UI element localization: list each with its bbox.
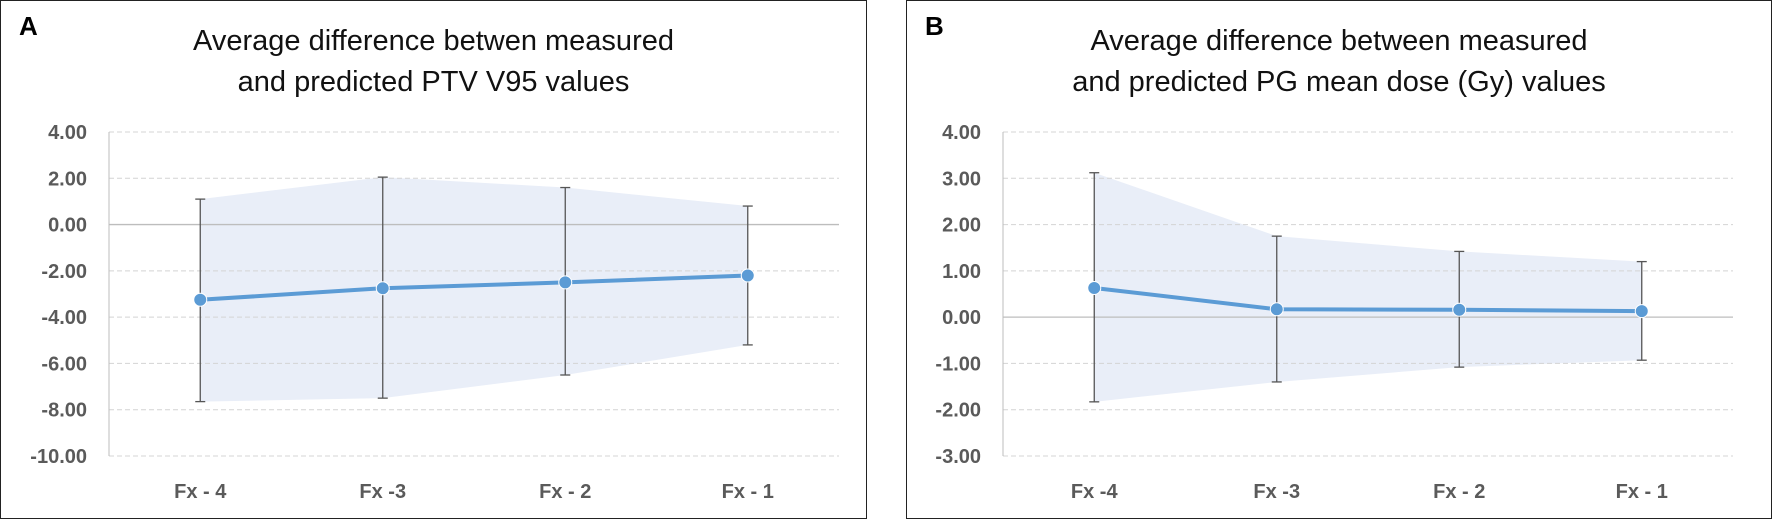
y-tick-label: -10.00 — [30, 446, 87, 468]
y-tick-label: -2.00 — [41, 261, 87, 283]
data-point — [1269, 302, 1284, 317]
panel-b: B Average difference between measured an… — [906, 0, 1772, 519]
x-tick-label: Fx - 2 — [1433, 481, 1485, 503]
error-band — [200, 177, 748, 402]
y-tick-label: -8.00 — [41, 400, 87, 422]
panel-letter: B — [925, 11, 944, 41]
series-line — [1094, 285, 1642, 314]
chart-title-line-1: Average difference between measured — [1090, 25, 1588, 57]
data-point — [558, 275, 573, 290]
y-tick-label: 0.00 — [48, 215, 87, 237]
x-tick-label: Fx -4 — [1071, 481, 1119, 503]
data-point — [740, 268, 755, 283]
data-point — [1087, 280, 1102, 295]
x-tick-label: Fx - 4 — [174, 481, 227, 503]
y-tick-label: 3.00 — [942, 168, 981, 190]
x-tick-label: Fx - 1 — [722, 481, 774, 503]
data-point — [1452, 302, 1467, 317]
chart-title: Average difference between measured and … — [907, 21, 1771, 103]
data-point — [375, 281, 390, 296]
y-tick-label: 0.00 — [942, 307, 981, 329]
chart-a-plot: 4.00 2.00 0.00 -2.00 -4.00 -6.00 -8.00 -10.00 Fx… — [30, 122, 839, 503]
x-tick-label: Fx - 1 — [1616, 481, 1668, 503]
y-tick-label: 2.00 — [942, 215, 981, 237]
x-tick-label: Fx -3 — [1253, 481, 1300, 503]
y-tick-label: 2.00 — [48, 168, 87, 190]
error-band — [1094, 172, 1642, 402]
panel-letter: A — [19, 11, 38, 41]
y-tick-label: -6.00 — [41, 353, 87, 375]
y-tick-label: -3.00 — [935, 446, 981, 468]
y-tick-label: 4.00 — [48, 122, 87, 144]
chart-title-line-1: Average difference betwen measured — [193, 25, 674, 57]
x-tick-label: Fx -3 — [359, 481, 406, 503]
y-tick-label: -4.00 — [41, 307, 87, 329]
chart-title: Average difference betwen measured and p… — [1, 21, 866, 103]
x-tick-label: Fx - 2 — [539, 481, 591, 503]
panel-a: A Average difference betwen measured and… — [0, 0, 867, 519]
y-tick-label: 1.00 — [942, 261, 981, 283]
data-point — [193, 292, 208, 307]
y-tick-label: -1.00 — [935, 353, 981, 375]
data-point — [1634, 304, 1649, 319]
chart-title-line-2: and predicted PTV V95 values — [237, 66, 630, 98]
chart-title-line-2: and predicted PG mean dose (Gy) values — [1072, 66, 1606, 98]
chart-b-plot: 4.00 3.00 2.00 1.00 0.00 -1.00 -2.00 -3.00 Fx -4… — [935, 122, 1733, 503]
y-tick-label: -2.00 — [935, 400, 981, 422]
series-line — [200, 273, 748, 302]
y-tick-label: 4.00 — [942, 122, 981, 144]
